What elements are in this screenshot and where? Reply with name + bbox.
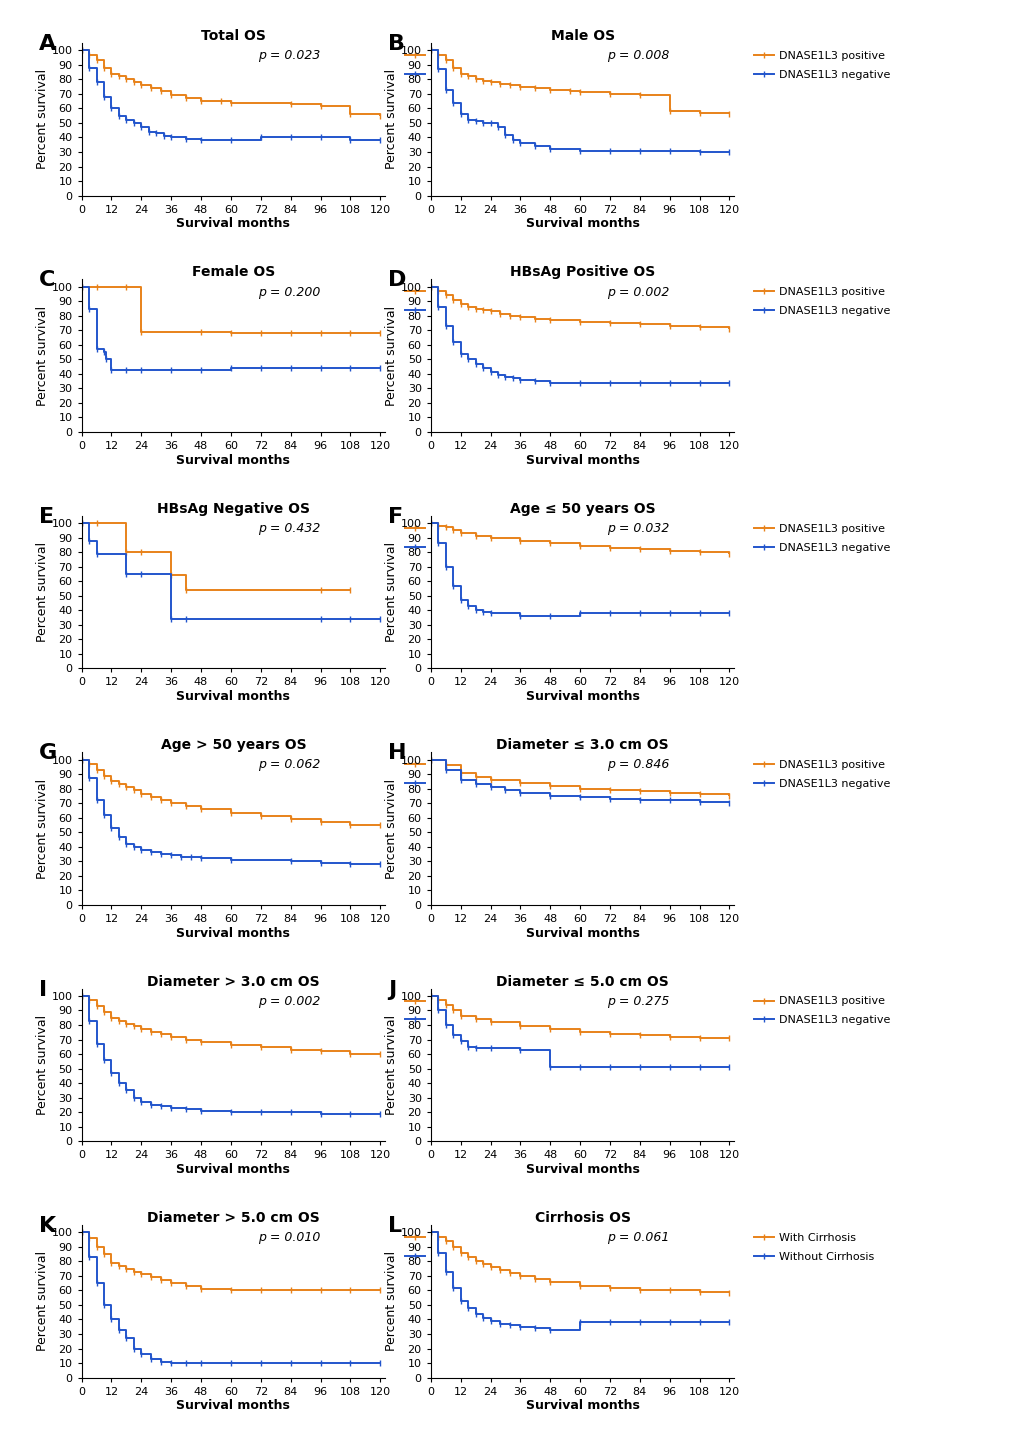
Legend: DNASE1L3 positive, DNASE1L3 negative: DNASE1L3 positive, DNASE1L3 negative <box>403 286 543 319</box>
Legend: DNASE1L3 positive, DNASE1L3 negative: DNASE1L3 positive, DNASE1L3 negative <box>403 521 543 555</box>
Legend: DNASE1L3 positive, DNASE1L3 negative: DNASE1L3 positive, DNASE1L3 negative <box>751 758 892 791</box>
Legend: DNASE1L3 positive, DNASE1L3 negative: DNASE1L3 positive, DNASE1L3 negative <box>403 758 543 791</box>
Text: K: K <box>39 1215 56 1236</box>
Text: J: J <box>388 980 396 1000</box>
Y-axis label: Percent survival: Percent survival <box>36 1251 49 1352</box>
X-axis label: Survival months: Survival months <box>525 453 639 466</box>
X-axis label: Survival months: Survival months <box>176 927 290 940</box>
Legend: DNASE1L3 positive, DNASE1L3 negative: DNASE1L3 positive, DNASE1L3 negative <box>751 994 892 1027</box>
Title: Total OS: Total OS <box>201 29 266 43</box>
X-axis label: Survival months: Survival months <box>525 1162 639 1177</box>
Text: p = 0.023: p = 0.023 <box>258 49 320 62</box>
Title: Diameter ≤ 3.0 cm OS: Diameter ≤ 3.0 cm OS <box>496 738 668 752</box>
Text: p = 0.002: p = 0.002 <box>606 286 668 298</box>
Text: A: A <box>39 34 56 55</box>
Legend: DNASE1L3 positive, DNASE1L3 negative: DNASE1L3 positive, DNASE1L3 negative <box>751 286 892 319</box>
Text: C: C <box>39 270 55 290</box>
Title: Diameter ≤ 5.0 cm OS: Diameter ≤ 5.0 cm OS <box>495 974 668 989</box>
Title: Diameter > 5.0 cm OS: Diameter > 5.0 cm OS <box>147 1211 320 1225</box>
Y-axis label: Percent survival: Percent survival <box>384 1251 397 1352</box>
X-axis label: Survival months: Survival months <box>525 217 639 231</box>
X-axis label: Survival months: Survival months <box>176 690 290 703</box>
X-axis label: Survival months: Survival months <box>525 927 639 940</box>
Title: HBsAg Positive OS: HBsAg Positive OS <box>510 265 654 280</box>
Y-axis label: Percent survival: Percent survival <box>384 306 397 406</box>
Text: p = 0.008: p = 0.008 <box>606 49 668 62</box>
Legend: DNASE1L3 positive, DNASE1L3 negative: DNASE1L3 positive, DNASE1L3 negative <box>403 994 543 1027</box>
Text: p = 0.061: p = 0.061 <box>606 1231 668 1244</box>
Text: p = 0.200: p = 0.200 <box>258 286 320 298</box>
Y-axis label: Percent survival: Percent survival <box>36 778 49 878</box>
Text: B: B <box>388 34 405 55</box>
Legend: DNASE1L3 positive, DNASE1L3 negative: DNASE1L3 positive, DNASE1L3 negative <box>403 49 543 82</box>
Text: p = 0.010: p = 0.010 <box>258 1231 320 1244</box>
Title: Diameter > 3.0 cm OS: Diameter > 3.0 cm OS <box>147 974 319 989</box>
Text: p = 0.062: p = 0.062 <box>258 758 320 772</box>
X-axis label: Survival months: Survival months <box>525 690 639 703</box>
Y-axis label: Percent survival: Percent survival <box>36 542 49 643</box>
Y-axis label: Percent survival: Percent survival <box>384 69 397 169</box>
X-axis label: Survival months: Survival months <box>176 453 290 466</box>
Text: D: D <box>388 270 407 290</box>
X-axis label: Survival months: Survival months <box>176 217 290 231</box>
X-axis label: Survival months: Survival months <box>176 1399 290 1412</box>
Y-axis label: Percent survival: Percent survival <box>384 778 397 878</box>
Text: G: G <box>39 743 57 763</box>
Text: p = 0.432: p = 0.432 <box>258 522 320 535</box>
Text: p = 0.275: p = 0.275 <box>606 994 668 1007</box>
Y-axis label: Percent survival: Percent survival <box>36 1015 49 1115</box>
Text: I: I <box>39 980 47 1000</box>
Title: Male OS: Male OS <box>550 29 614 43</box>
Title: Age ≤ 50 years OS: Age ≤ 50 years OS <box>510 502 655 515</box>
Legend: With Cirrhosis, Without Cirrhosis: With Cirrhosis, Without Cirrhosis <box>751 1231 875 1264</box>
Title: Age > 50 years OS: Age > 50 years OS <box>160 738 306 752</box>
Text: p = 0.002: p = 0.002 <box>258 994 320 1007</box>
Y-axis label: Percent survival: Percent survival <box>36 306 49 406</box>
X-axis label: Survival months: Survival months <box>525 1399 639 1412</box>
Y-axis label: Percent survival: Percent survival <box>384 1015 397 1115</box>
Text: L: L <box>388 1215 401 1236</box>
Title: Cirrhosis OS: Cirrhosis OS <box>534 1211 630 1225</box>
Title: Female OS: Female OS <box>192 265 275 280</box>
Text: p = 0.846: p = 0.846 <box>606 758 668 772</box>
Y-axis label: Percent survival: Percent survival <box>36 69 49 169</box>
Title: HBsAg Negative OS: HBsAg Negative OS <box>157 502 310 515</box>
Y-axis label: Percent survival: Percent survival <box>384 542 397 643</box>
Text: E: E <box>39 507 54 527</box>
Text: F: F <box>388 507 403 527</box>
Text: H: H <box>388 743 407 763</box>
Legend: DNASE1L3 positive, DNASE1L3 negative: DNASE1L3 positive, DNASE1L3 negative <box>751 49 892 82</box>
X-axis label: Survival months: Survival months <box>176 1162 290 1177</box>
Legend: DNASE1L3 positive, DNASE1L3 negative: DNASE1L3 positive, DNASE1L3 negative <box>403 1231 543 1264</box>
Legend: DNASE1L3 positive, DNASE1L3 negative: DNASE1L3 positive, DNASE1L3 negative <box>751 521 892 555</box>
Text: p = 0.032: p = 0.032 <box>606 522 668 535</box>
